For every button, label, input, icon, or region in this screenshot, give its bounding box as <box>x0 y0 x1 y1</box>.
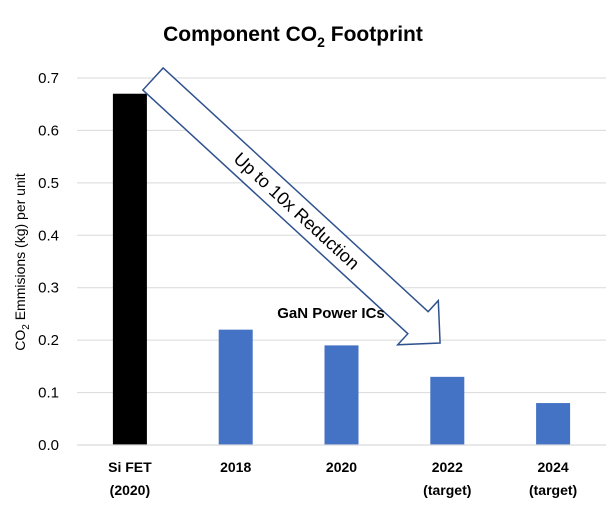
y-axis-label: CO2 Emmisions (kg) per unit <box>12 173 32 351</box>
bar <box>536 403 571 445</box>
x-category-label: 2020 <box>326 459 357 475</box>
y-tick-label: 0.2 <box>38 332 59 349</box>
gan-group-label: GaN Power ICs <box>277 305 385 322</box>
bar <box>112 93 147 445</box>
x-category-label: Si FET <box>108 459 152 475</box>
chart-title: Component CO2 Footprint <box>163 23 423 50</box>
y-tick-label: 0.3 <box>38 280 59 297</box>
x-category-label: 2022 <box>432 459 463 475</box>
reduction-arrow-shape <box>141 66 441 346</box>
y-tick-label: 0.6 <box>38 122 59 139</box>
y-tick-label: 0.4 <box>38 227 59 244</box>
y-tick-label: 0.1 <box>38 385 59 402</box>
x-category-label: 2018 <box>220 459 251 475</box>
bar <box>430 376 465 445</box>
x-axis-categories: Si FET (2020) 2018 2020 2022 (target) 2024 (tar… <box>108 459 577 498</box>
x-category-sublabel: (target) <box>529 482 577 498</box>
x-category-label: 2024 <box>538 459 569 475</box>
x-category-sublabel: (target) <box>423 482 471 498</box>
y-tick-label: 0.7 <box>38 70 59 87</box>
bar <box>218 329 253 445</box>
x-category-sublabel: (2020) <box>110 482 150 498</box>
y-tick-label: 0.0 <box>38 437 59 454</box>
arrow-label: Up to 10x Reduction <box>230 148 364 273</box>
bars <box>112 93 571 445</box>
y-axis-ticks: 0.0 0.1 0.2 0.3 0.4 0.5 0.6 0.7 <box>38 70 59 454</box>
y-tick-label: 0.5 <box>38 175 59 192</box>
bar <box>324 345 359 445</box>
